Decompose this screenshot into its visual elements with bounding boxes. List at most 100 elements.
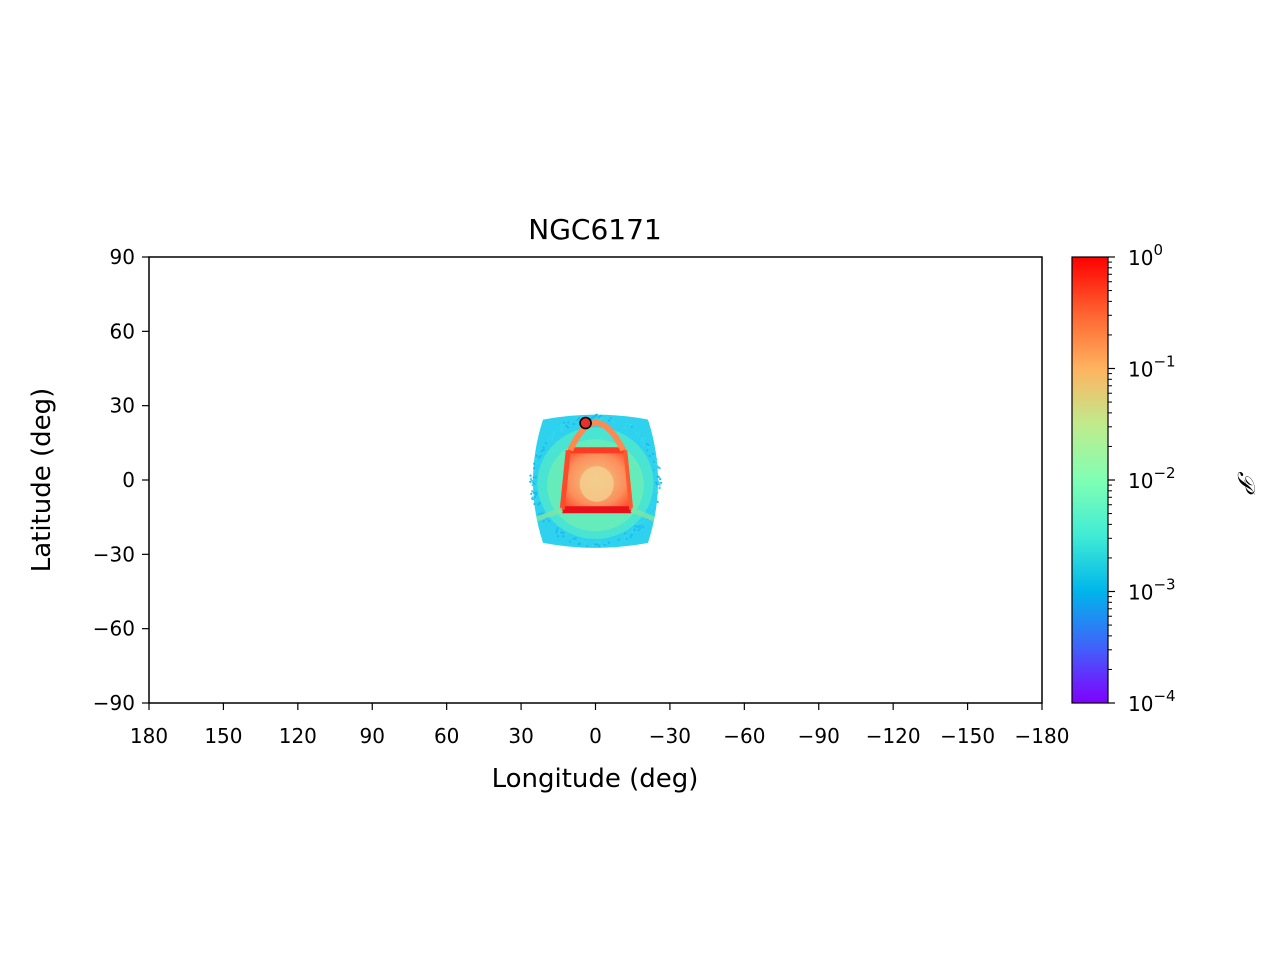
density-speckle xyxy=(533,484,536,488)
density-speckle xyxy=(648,454,651,458)
density-speckle xyxy=(652,460,655,463)
density-speckle xyxy=(598,545,601,548)
density-speckle xyxy=(561,426,564,429)
density-speckle xyxy=(576,418,579,421)
density-speckle xyxy=(552,431,556,434)
y-tick-label: 60 xyxy=(110,319,135,343)
density-speckle xyxy=(534,493,538,496)
density-speckle xyxy=(555,529,559,532)
density-speckle xyxy=(623,536,626,539)
density-speckle xyxy=(556,527,559,530)
colorbar-gradient xyxy=(1071,256,1109,704)
density-speckle xyxy=(643,436,647,439)
density-speckle xyxy=(607,541,611,544)
density-speckle xyxy=(537,498,540,502)
density-speckle xyxy=(654,459,657,463)
x-axis-label: Longitude (deg) xyxy=(492,764,699,794)
cluster-position-marker xyxy=(579,416,592,430)
x-tick-label: 150 xyxy=(204,724,242,748)
density-speckle xyxy=(623,537,626,541)
density-speckle xyxy=(654,464,657,467)
x-tick-label: 0 xyxy=(589,724,602,748)
density-speckle xyxy=(595,413,598,416)
density-speckle xyxy=(559,429,563,433)
density-speckle xyxy=(535,461,538,465)
density-speckle xyxy=(608,419,611,422)
density-speckle xyxy=(562,535,565,538)
density-inner-center xyxy=(579,466,614,502)
density-speckle xyxy=(658,483,661,486)
density-speckle xyxy=(558,530,561,533)
density-speckle xyxy=(633,528,636,531)
density-speckle xyxy=(625,537,628,540)
density-speckle xyxy=(629,423,632,427)
density-speckle xyxy=(634,525,637,528)
x-tick-label: −150 xyxy=(940,724,995,748)
density-speckle xyxy=(601,545,604,548)
y-tick-label: 0 xyxy=(122,468,135,492)
density-speckle xyxy=(646,519,649,522)
density-speckle xyxy=(602,541,605,545)
density-speckle xyxy=(532,491,535,494)
density-speckle xyxy=(642,442,646,445)
density-speckle xyxy=(531,490,534,493)
x-tick-label: −30 xyxy=(649,724,691,748)
density-speckle xyxy=(660,481,663,484)
density-speckle xyxy=(645,442,648,446)
density-speckle xyxy=(647,445,650,449)
density-speckle xyxy=(600,416,604,420)
density-speckle xyxy=(535,451,538,455)
density-speckle xyxy=(534,491,537,494)
density-speckle xyxy=(548,519,551,522)
density-speckle xyxy=(654,470,657,473)
density-speckle xyxy=(533,495,536,499)
density-speckle xyxy=(532,476,535,479)
x-tick-label: −120 xyxy=(866,724,921,748)
density-speckle xyxy=(652,500,656,503)
density-speckle xyxy=(641,525,645,528)
x-tick-label: 90 xyxy=(360,724,385,748)
density-speckle xyxy=(647,450,650,453)
density-speckle xyxy=(530,492,533,495)
x-tick-label: −180 xyxy=(1015,724,1070,748)
density-speckle xyxy=(630,425,633,429)
density-speckle xyxy=(636,525,639,528)
density-speckle xyxy=(566,426,570,429)
x-tick-label: 60 xyxy=(434,724,459,748)
density-speckle xyxy=(637,523,640,526)
colorbar-label: 𝒫 xyxy=(1232,471,1260,495)
density-speckle xyxy=(617,538,620,541)
density-speckle xyxy=(642,520,645,523)
plot-area xyxy=(529,413,663,548)
density-speckle xyxy=(531,483,534,487)
colorbar-tick-label: 10−4 xyxy=(1128,687,1176,716)
density-speckle xyxy=(653,462,656,465)
density-speckle xyxy=(547,438,550,441)
density-speckle xyxy=(581,539,585,542)
x-tick-label: 180 xyxy=(130,724,168,748)
density-speckle xyxy=(651,501,654,505)
density-speckle xyxy=(535,499,538,502)
density-speckle xyxy=(624,534,627,537)
density-speckle xyxy=(596,543,599,546)
density-speckle xyxy=(639,526,642,530)
density-speckle xyxy=(557,531,560,534)
density-speckle xyxy=(537,513,541,516)
density-speckle xyxy=(603,543,606,546)
density-speckle xyxy=(533,483,536,486)
density-speckle xyxy=(559,427,562,430)
density-speckle xyxy=(586,545,589,548)
density-speckle xyxy=(641,520,644,524)
density-speckle xyxy=(600,541,603,545)
density-speckle xyxy=(650,461,654,464)
density-speckle xyxy=(539,455,542,458)
density-speckle xyxy=(552,434,555,437)
density-streak-left xyxy=(536,507,564,522)
density-speckle xyxy=(578,542,581,545)
density-speckle xyxy=(599,414,603,417)
density-speckle xyxy=(657,481,660,484)
density-speckle xyxy=(563,421,566,424)
density-speckle xyxy=(538,449,541,452)
density-speckle xyxy=(529,478,533,481)
density-speckle xyxy=(555,531,558,534)
